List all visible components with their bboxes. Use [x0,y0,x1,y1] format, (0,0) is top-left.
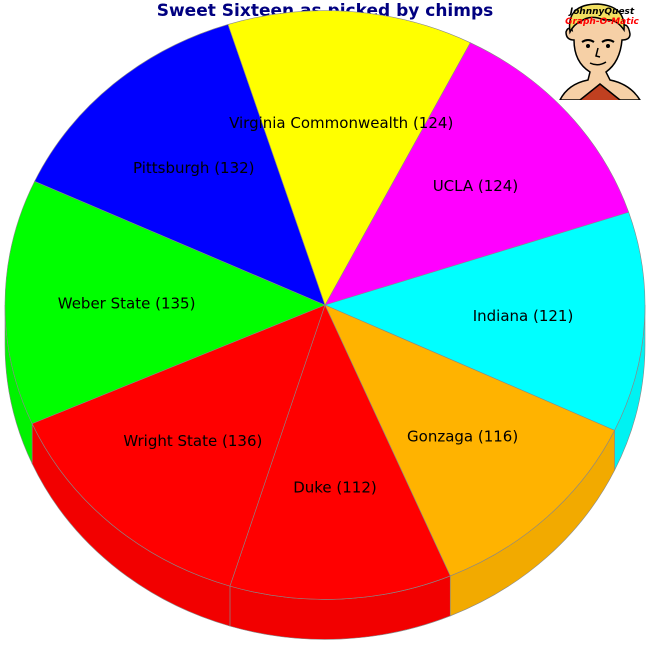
pie-slice-virginia-commonwealth [227,10,471,306]
pie-slice-indiana [324,211,646,431]
pie-slice-ucla [324,42,630,306]
pie-slice-duke [229,304,451,600]
pie-slice-pittsburgh [34,24,326,306]
johnny-quest-logo: JohnnyQuest Graph-O-Matic [559,3,641,100]
slice-label-wright-state: Wright State (136) [123,432,262,450]
pie-slice-weber-state [4,180,326,425]
slice-label-ucla: UCLA (124) [433,177,519,195]
slice-label-virginia-commonwealth: Virginia Commonwealth (124) [229,114,453,132]
pie-slice-gonzaga [324,304,615,577]
johnny-quest-face-icon [559,3,641,100]
logo-line-1: JohnnyQuest [568,7,635,17]
logo-line-2: Graph-O-Matic [565,17,639,27]
slice-label-weber-state: Weber State (135) [58,294,196,312]
slice-label-gonzaga: Gonzaga (116) [407,427,518,445]
slice-label-duke: Duke (112) [293,478,377,496]
pie-slice-wright-state [31,304,326,587]
slice-label-indiana: Indiana (121) [473,307,574,325]
slice-label-pittsburgh: Pittsburgh (132) [133,159,255,177]
